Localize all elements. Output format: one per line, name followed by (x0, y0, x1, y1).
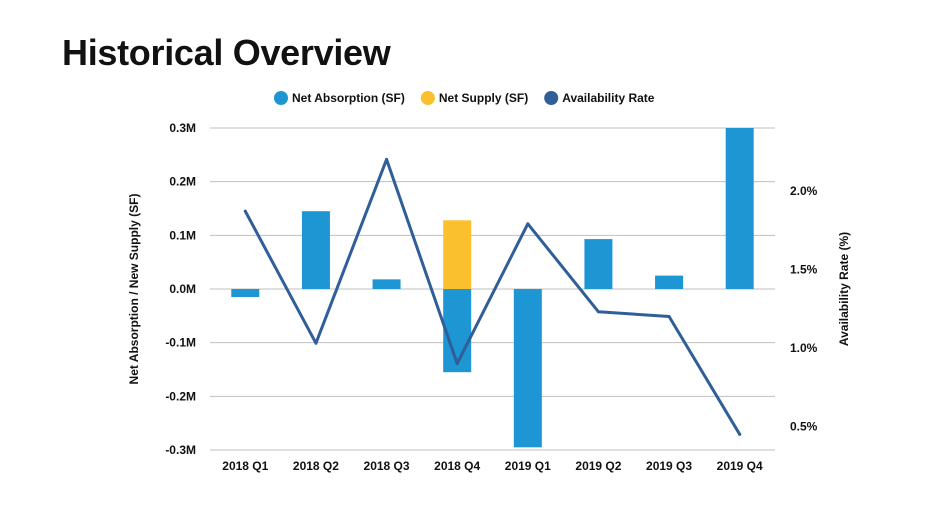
line-point (526, 222, 530, 226)
x-tick-label: 2018 Q1 (222, 459, 268, 473)
line-series (243, 157, 742, 436)
line-point (455, 362, 459, 366)
bar (443, 289, 472, 373)
page-title: Historical Overview (62, 32, 391, 73)
y-tick-label: -0.3M (165, 443, 196, 457)
bar-series (231, 128, 754, 448)
line-point (385, 157, 389, 161)
y-tick-label: 0.2M (169, 175, 196, 189)
y2-tick-label: 1.5% (790, 262, 818, 276)
bar (443, 220, 472, 289)
y2-axis-title: Availability Rate (%) (837, 232, 851, 346)
line-point (596, 310, 600, 314)
line-point (667, 314, 671, 318)
bar (655, 275, 684, 289)
line-point (738, 432, 742, 436)
line-point (314, 341, 318, 345)
y-tick-label: 0.1M (169, 228, 196, 242)
bar (231, 289, 260, 298)
bar (372, 279, 401, 289)
bar (513, 289, 542, 448)
y-tick-label: 0.3M (169, 121, 196, 135)
x-tick-label: 2018 Q2 (293, 459, 339, 473)
x-tick-label: 2019 Q1 (505, 459, 551, 473)
bar (584, 239, 613, 289)
chart-legend: Net Absorption (SF) Net Supply (SF) Availa… (274, 91, 655, 105)
x-tick-label: 2018 Q3 (364, 459, 410, 473)
bar (725, 128, 754, 289)
legend-label: Net Supply (SF) (439, 91, 528, 105)
x-tick-label: 2019 Q2 (575, 459, 621, 473)
y2-tick-label: 0.5% (790, 419, 818, 433)
x-tick-label: 2019 Q4 (717, 459, 763, 473)
x-tick-label: 2019 Q3 (646, 459, 692, 473)
y-axis-title: Net Absorption / New Supply (SF) (127, 194, 141, 385)
legend-marker (544, 91, 559, 105)
bar (301, 211, 330, 289)
availability-rate-line (243, 157, 742, 436)
legend-marker (274, 91, 288, 105)
y2-tick-label: 2.0% (790, 184, 818, 198)
y-tick-label: -0.1M (165, 336, 196, 350)
y-tick-label: 0.0M (169, 282, 196, 296)
legend-marker (420, 91, 435, 105)
line-point (243, 209, 247, 213)
y-tick-label: -0.2M (165, 389, 196, 403)
gridlines (210, 127, 775, 451)
x-tick-label: 2018 Q4 (434, 459, 480, 473)
y2-tick-label: 1.0% (790, 341, 818, 355)
axis-ticks: 0.3M 0.2M 0.1M 0.0M -0.1M -0.2M -0.3M 2.0% 1.5% 1… (165, 121, 817, 473)
legend-label: Availability Rate (562, 91, 655, 105)
legend-label: Net Absorption (SF) (292, 91, 405, 105)
